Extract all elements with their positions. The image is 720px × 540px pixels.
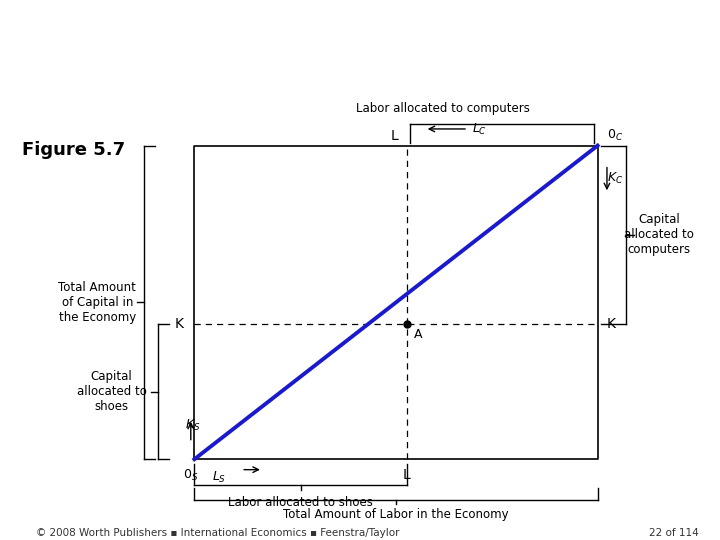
Text: $K_C$: $K_C$ <box>607 171 624 186</box>
Text: K: K <box>174 317 184 331</box>
Text: © 2008 Worth Publishers ▪ International Economics ▪ Feenstra/Taylor: © 2008 Worth Publishers ▪ International … <box>36 528 400 538</box>
Text: $0_C$: $0_C$ <box>607 128 623 143</box>
Text: Total Amount
of Capital in
the Economy: Total Amount of Capital in the Economy <box>58 281 136 324</box>
Text: A: A <box>414 328 423 341</box>
Text: Labor allocated to shoes: Labor allocated to shoes <box>228 496 373 509</box>
Text: $K_S$: $K_S$ <box>184 418 200 433</box>
Text: K: K <box>607 317 616 331</box>
Text: 22 of 114: 22 of 114 <box>649 528 698 538</box>
Text: Figure 5.7: Figure 5.7 <box>22 141 125 159</box>
Text: Total Amount of Labor in the Economy: Total Amount of Labor in the Economy <box>283 508 509 521</box>
Text: L: L <box>403 468 410 482</box>
Text: Effects of Immigration in the Long Run: Effects of Immigration in the Long Run <box>27 18 693 47</box>
Text: $L_S$: $L_S$ <box>212 470 227 485</box>
Text: Capital
allocated to
shoes: Capital allocated to shoes <box>76 370 147 413</box>
Text: L: L <box>390 129 398 143</box>
Text: Capital
allocated to
computers: Capital allocated to computers <box>624 213 694 256</box>
Text: $0_S$: $0_S$ <box>183 468 199 483</box>
Text: Labor allocated to computers: Labor allocated to computers <box>356 102 530 114</box>
Text: $L_C$: $L_C$ <box>472 122 487 137</box>
